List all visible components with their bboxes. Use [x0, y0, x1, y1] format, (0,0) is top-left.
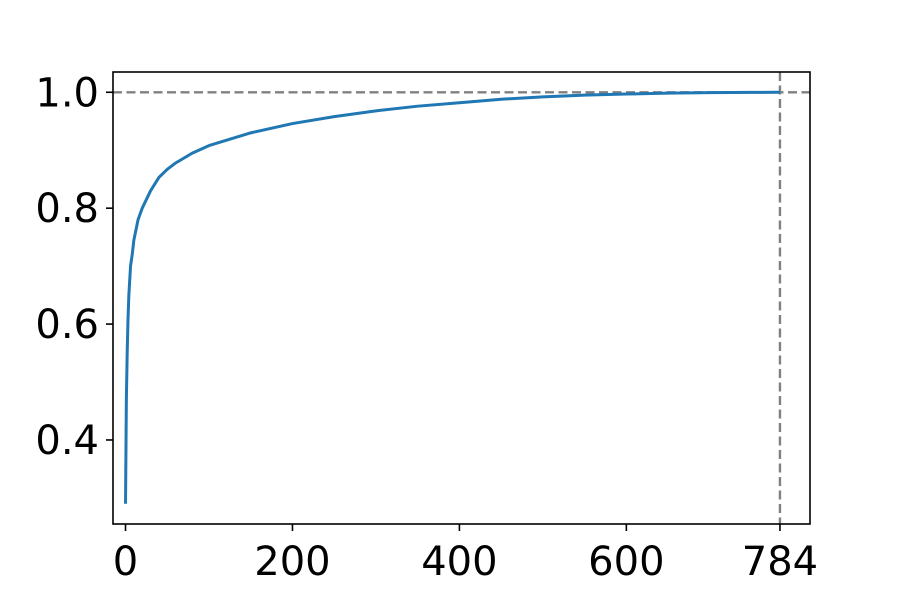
x-tick-label: 0: [113, 539, 138, 585]
y-tick-label: 0.4: [35, 418, 99, 464]
series-line-0: [124, 90, 780, 504]
y-axis: 0.4 0.6 0.8 1.0: [35, 70, 113, 464]
y-tick-label: 1.0: [35, 70, 99, 116]
reference-lines: [113, 72, 810, 524]
series-group: [124, 90, 780, 504]
x-tick-label: 784: [742, 539, 818, 585]
x-axis: 0 200 400 600 784: [113, 524, 818, 585]
x-tick-label: 400: [421, 539, 497, 585]
plot-frame: [112, 71, 811, 525]
y-tick-label: 0.6: [35, 302, 99, 348]
x-tick-label: 200: [254, 539, 330, 585]
y-tick-label: 0.8: [35, 186, 99, 232]
x-tick-label: 600: [588, 539, 664, 585]
